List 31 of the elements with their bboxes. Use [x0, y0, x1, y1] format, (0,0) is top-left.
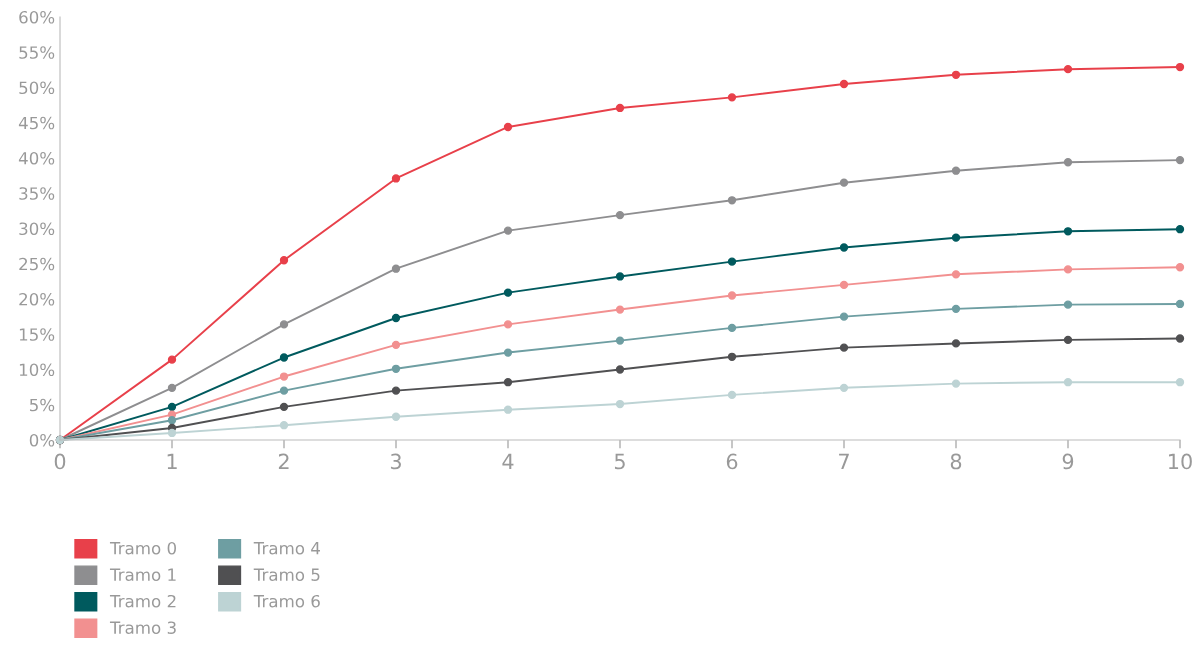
y-tick-label: 35% — [19, 187, 55, 200]
y-tick-label: 50% — [19, 81, 55, 95]
x-tick-label: 3 — [390, 453, 401, 470]
x-tick-label: 6 — [726, 453, 738, 470]
x-tick-label: 9 — [1062, 453, 1074, 470]
legend-label: Tramo 4 — [253, 542, 320, 555]
legend-label: Tramo 6 — [253, 594, 320, 608]
y-tick-label: 15% — [19, 328, 55, 341]
x-tick-label: 8 — [950, 453, 962, 470]
y-tick-label: 5% — [29, 398, 55, 412]
y-tick-label: 45% — [18, 116, 55, 130]
y-tick-label: 10% — [19, 363, 55, 377]
y-tick-label: 55% — [19, 46, 55, 59]
x-tick-label: 10 — [1169, 453, 1192, 470]
x-tick-label: 0 — [54, 453, 66, 470]
y-tick-label: 60% — [19, 10, 55, 24]
x-tick-label: 2 — [278, 453, 289, 470]
y-tick-label: 25% — [19, 257, 55, 271]
legend-label: Tramo 1 — [109, 568, 176, 581]
x-tick-label: 1 — [167, 453, 177, 470]
x-tick-label: 5 — [614, 453, 625, 470]
x-tick-label: 4 — [502, 453, 514, 470]
x-tick-label: 7 — [839, 453, 849, 470]
y-tick-label: 20% — [19, 292, 55, 306]
y-tick-label: 0% — [29, 433, 55, 447]
legend-label: Tramo 0 — [109, 541, 177, 555]
y-tick-label: 30% — [19, 222, 55, 236]
legend-label: Tramo 2 — [109, 594, 176, 608]
legend-label: Tramo 3 — [109, 621, 176, 634]
y-tick-label: 40% — [18, 151, 55, 165]
legend-label: Tramo 5 — [253, 568, 320, 581]
